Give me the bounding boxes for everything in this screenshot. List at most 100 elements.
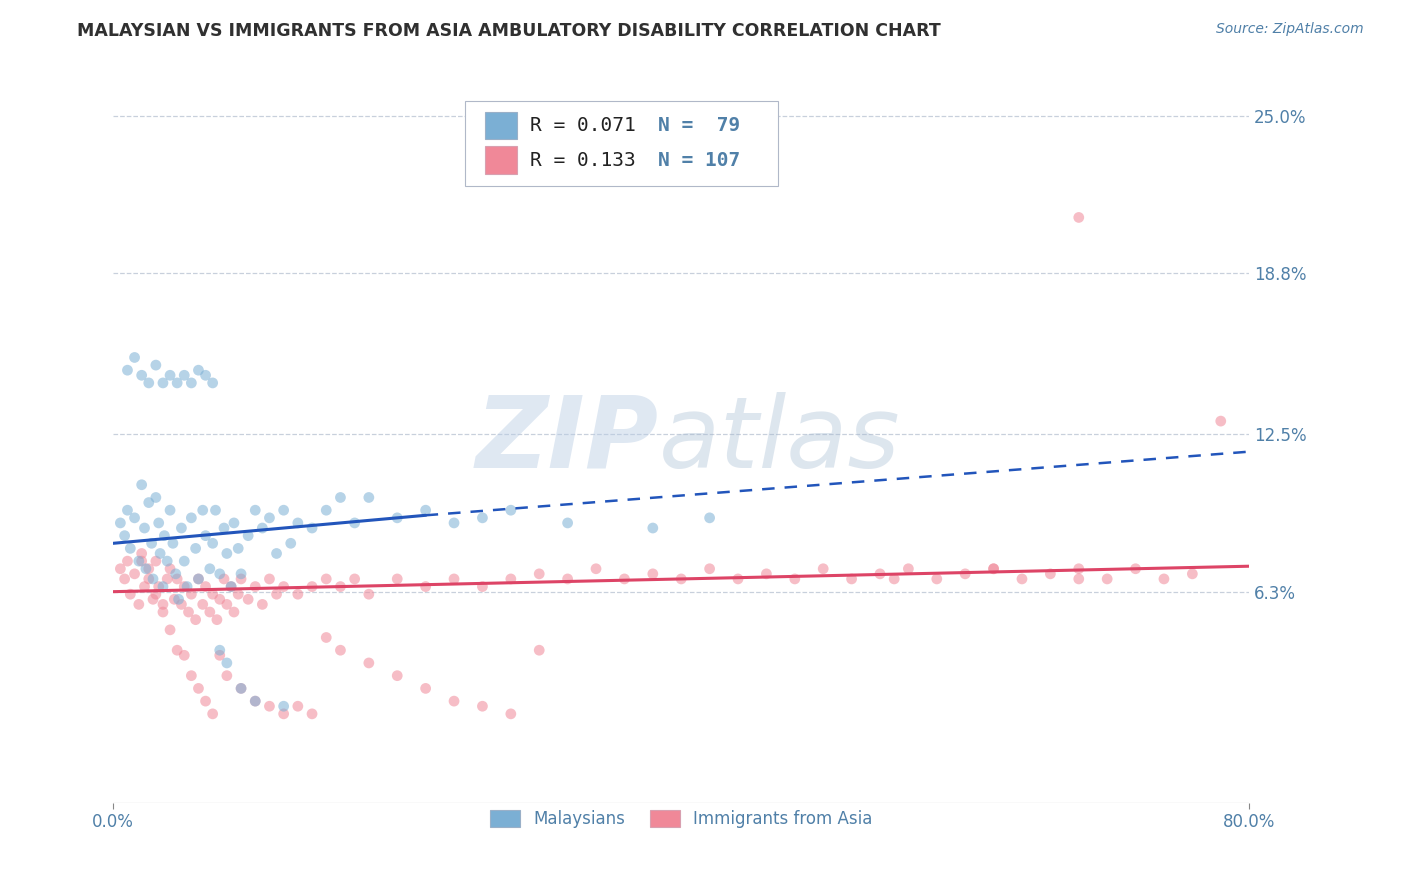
Point — [387, 511, 409, 525]
Point — [117, 363, 139, 377]
Point — [138, 376, 160, 390]
Point — [201, 376, 224, 390]
Point — [301, 580, 323, 594]
Point — [1011, 572, 1033, 586]
Point — [194, 529, 217, 543]
Point — [184, 541, 207, 556]
Point — [1153, 572, 1175, 586]
Point — [219, 580, 242, 594]
Point — [156, 572, 179, 586]
Point — [148, 516, 170, 530]
Point — [205, 613, 228, 627]
Point — [159, 562, 181, 576]
Point — [138, 572, 160, 586]
Point — [415, 681, 437, 696]
Point — [166, 572, 188, 586]
Point — [329, 580, 352, 594]
Point — [252, 521, 274, 535]
Point — [134, 580, 156, 594]
Point — [585, 562, 607, 576]
Point — [226, 587, 249, 601]
Point — [145, 491, 167, 505]
Point — [357, 491, 380, 505]
Point — [266, 546, 288, 560]
Point — [387, 572, 409, 586]
Legend: Malaysians, Immigrants from Asia: Malaysians, Immigrants from Asia — [484, 803, 879, 835]
Point — [128, 598, 150, 612]
Point — [301, 521, 323, 535]
Point — [219, 580, 242, 594]
Point — [191, 503, 214, 517]
Point — [226, 541, 249, 556]
Point — [131, 368, 153, 383]
Point — [1209, 414, 1232, 428]
Point — [208, 592, 231, 607]
Point — [187, 572, 209, 586]
Point — [287, 516, 309, 530]
Point — [187, 363, 209, 377]
Point — [613, 572, 636, 586]
Point — [165, 566, 187, 581]
Point — [499, 503, 522, 517]
Point — [128, 554, 150, 568]
Point — [170, 598, 193, 612]
Point — [869, 566, 891, 581]
Point — [149, 546, 172, 560]
Point — [173, 368, 195, 383]
Point — [280, 536, 302, 550]
Point — [443, 694, 465, 708]
Point — [194, 580, 217, 594]
Point — [529, 566, 551, 581]
Point — [499, 706, 522, 721]
Point — [198, 605, 221, 619]
Point — [499, 572, 522, 586]
Point — [387, 668, 409, 682]
Point — [983, 562, 1005, 576]
Point — [215, 598, 238, 612]
Point — [273, 580, 295, 594]
Point — [120, 587, 142, 601]
Point — [315, 572, 337, 586]
Point — [811, 562, 834, 576]
Point — [191, 598, 214, 612]
Point — [357, 587, 380, 601]
Point — [194, 694, 217, 708]
Point — [222, 605, 245, 619]
Point — [198, 562, 221, 576]
Point — [180, 587, 202, 601]
Point — [170, 521, 193, 535]
Point — [152, 598, 174, 612]
Point — [176, 580, 198, 594]
Point — [138, 495, 160, 509]
Point — [315, 503, 337, 517]
Point — [266, 587, 288, 601]
Point — [212, 572, 235, 586]
Point — [180, 376, 202, 390]
Point — [201, 536, 224, 550]
Point — [259, 511, 281, 525]
Point — [167, 592, 190, 607]
Point — [117, 554, 139, 568]
Text: ZIP: ZIP — [475, 392, 658, 489]
Point — [236, 529, 259, 543]
Point — [315, 631, 337, 645]
Point — [201, 587, 224, 601]
Point — [159, 623, 181, 637]
Point — [152, 605, 174, 619]
Point — [783, 572, 806, 586]
Point — [117, 503, 139, 517]
Point — [755, 566, 778, 581]
Text: Source: ZipAtlas.com: Source: ZipAtlas.com — [1216, 22, 1364, 37]
Point — [208, 566, 231, 581]
Point — [841, 572, 863, 586]
Point — [145, 358, 167, 372]
Point — [557, 516, 579, 530]
Point — [343, 516, 366, 530]
Text: R = 0.071: R = 0.071 — [530, 116, 636, 135]
FancyBboxPatch shape — [485, 112, 516, 139]
Point — [287, 587, 309, 601]
Point — [953, 566, 976, 581]
Point — [114, 529, 136, 543]
Point — [415, 503, 437, 517]
Point — [212, 521, 235, 535]
